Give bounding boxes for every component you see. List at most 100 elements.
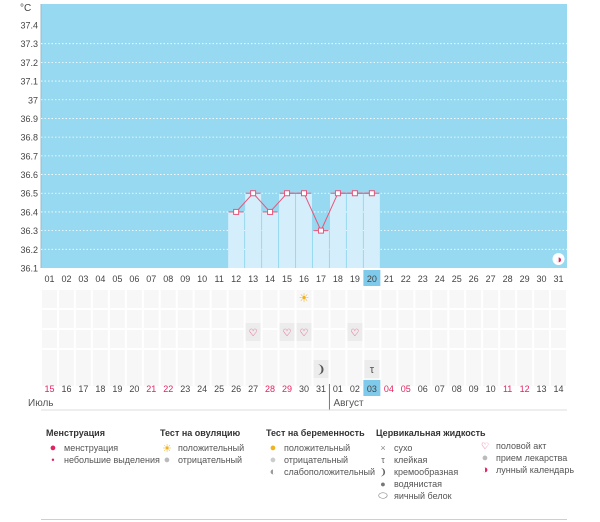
grid-cell bbox=[194, 330, 210, 348]
heart-cell bbox=[245, 323, 261, 341]
calendar-date: 29 bbox=[282, 384, 292, 394]
grid-cell bbox=[517, 290, 533, 308]
grid-cell bbox=[177, 310, 193, 328]
grid-cell bbox=[347, 368, 363, 386]
dry-icon: × bbox=[380, 443, 386, 453]
cycle-day-label: 08 bbox=[163, 274, 173, 284]
grid-cell bbox=[92, 330, 108, 348]
grid-cell bbox=[42, 368, 57, 386]
grid-cell bbox=[466, 368, 482, 386]
sun-icon: ☀ bbox=[162, 442, 172, 455]
temperature-point bbox=[233, 208, 240, 215]
grid-cell bbox=[279, 290, 295, 308]
grid-cell bbox=[534, 368, 550, 386]
temperature-bar bbox=[262, 211, 279, 268]
sticky-icon: τ bbox=[370, 364, 375, 376]
grid-cell bbox=[194, 350, 210, 368]
cycle-day-label: 26 bbox=[469, 274, 479, 284]
calendar-date: 28 bbox=[265, 384, 275, 394]
grid-cell bbox=[415, 310, 431, 328]
grid-cell bbox=[211, 350, 227, 368]
temperature-bar bbox=[279, 193, 296, 268]
grid-cell bbox=[75, 330, 91, 348]
calendar-date: 19 bbox=[112, 384, 122, 394]
legend-item: ● положительный bbox=[266, 442, 375, 454]
y-tick-label: 36.2 bbox=[20, 245, 38, 255]
calendar-date: 26 bbox=[231, 384, 241, 394]
grid-cell bbox=[449, 330, 465, 348]
grid-cell bbox=[466, 290, 482, 308]
cycle-day-label: 15 bbox=[282, 274, 292, 284]
legend-cervical: Цервикальная жидкость × сухо τ клейкая ❩ кр… bbox=[376, 428, 486, 502]
grid-cell bbox=[313, 330, 329, 348]
sticky-icon: τ bbox=[381, 455, 385, 465]
grid-cell bbox=[279, 368, 295, 386]
bottom-divider bbox=[41, 519, 567, 520]
grid-cell bbox=[330, 330, 346, 348]
grid-cell bbox=[143, 330, 159, 348]
legend-item: ● прием лекарства bbox=[478, 452, 574, 464]
legend-item: ◑ лунный календарь bbox=[478, 464, 574, 476]
grid-cell bbox=[109, 310, 125, 328]
cycle-day-label: 01 bbox=[44, 274, 54, 284]
grid-cell bbox=[160, 330, 176, 348]
legend-item: ● отрицательный bbox=[266, 454, 375, 466]
grid-cell bbox=[551, 350, 566, 368]
temperature-bar bbox=[329, 193, 346, 268]
grid-cell bbox=[42, 330, 57, 348]
grid-cell bbox=[126, 290, 142, 308]
grid-cell bbox=[500, 290, 516, 308]
calendar-date: 01 bbox=[333, 384, 343, 394]
gray-circle-icon: ● bbox=[163, 454, 171, 466]
grid-cell bbox=[92, 368, 108, 386]
grid-cell bbox=[245, 350, 261, 368]
grid-cell bbox=[483, 330, 499, 348]
cycle-day-label: 31 bbox=[554, 274, 564, 284]
cycle-day-label: 16 bbox=[299, 274, 309, 284]
grid-cell bbox=[58, 368, 74, 386]
heart-icon: ♡ bbox=[480, 440, 490, 451]
legend-item: ❩ кремообразная bbox=[376, 466, 486, 478]
grid-cell bbox=[194, 368, 210, 386]
grid-cell bbox=[109, 368, 125, 386]
cycle-day-label: 30 bbox=[537, 274, 547, 284]
grid-cell bbox=[143, 350, 159, 368]
cycle-day-label: 11 bbox=[214, 274, 223, 284]
grid-cell bbox=[143, 290, 159, 308]
grid-cell bbox=[449, 310, 465, 328]
grid-cell bbox=[211, 290, 227, 308]
moon-icon: ◑ bbox=[555, 254, 562, 266]
legend-item: ⬭ яичный белок bbox=[376, 490, 486, 502]
month-label: Июль bbox=[28, 398, 54, 409]
cycle-day-label: 28 bbox=[503, 274, 513, 284]
grid-cell bbox=[551, 310, 566, 328]
grid-cell bbox=[262, 350, 278, 368]
y-tick-label: 36.7 bbox=[20, 151, 38, 161]
legend-label: яичный белок bbox=[394, 491, 452, 501]
calendar-date: 27 bbox=[248, 384, 258, 394]
legend-item: ♡ половой акт bbox=[478, 440, 574, 452]
grid-cell bbox=[398, 368, 414, 386]
legend-heading: Менструация bbox=[46, 428, 105, 438]
calendar-date: 11 bbox=[503, 384, 512, 394]
grid-cell bbox=[211, 330, 227, 348]
legend-menstruation: Менструация ● менструация • небольшие выде… bbox=[46, 428, 160, 466]
legend-item: ☀ положительный bbox=[160, 442, 244, 455]
cervical-cell bbox=[313, 360, 329, 378]
cycle-day-label: 27 bbox=[486, 274, 496, 284]
legend-label: кремообразная bbox=[394, 467, 459, 477]
grid-cell bbox=[347, 290, 363, 308]
grid-cell bbox=[551, 290, 566, 308]
calendar-date: 07 bbox=[435, 384, 445, 394]
cycle-day-label: 17 bbox=[316, 274, 326, 284]
grid-cell bbox=[517, 310, 533, 328]
grid-cell bbox=[177, 290, 193, 308]
legend-label: небольшие выделения bbox=[64, 455, 160, 465]
grid-cell bbox=[398, 290, 414, 308]
temperature-point bbox=[301, 190, 307, 197]
grid-cell bbox=[483, 350, 499, 368]
grid-cell bbox=[58, 310, 74, 328]
grid-cell bbox=[500, 330, 516, 348]
grid-cell bbox=[126, 368, 142, 386]
legend-label: отрицательный bbox=[284, 455, 349, 465]
